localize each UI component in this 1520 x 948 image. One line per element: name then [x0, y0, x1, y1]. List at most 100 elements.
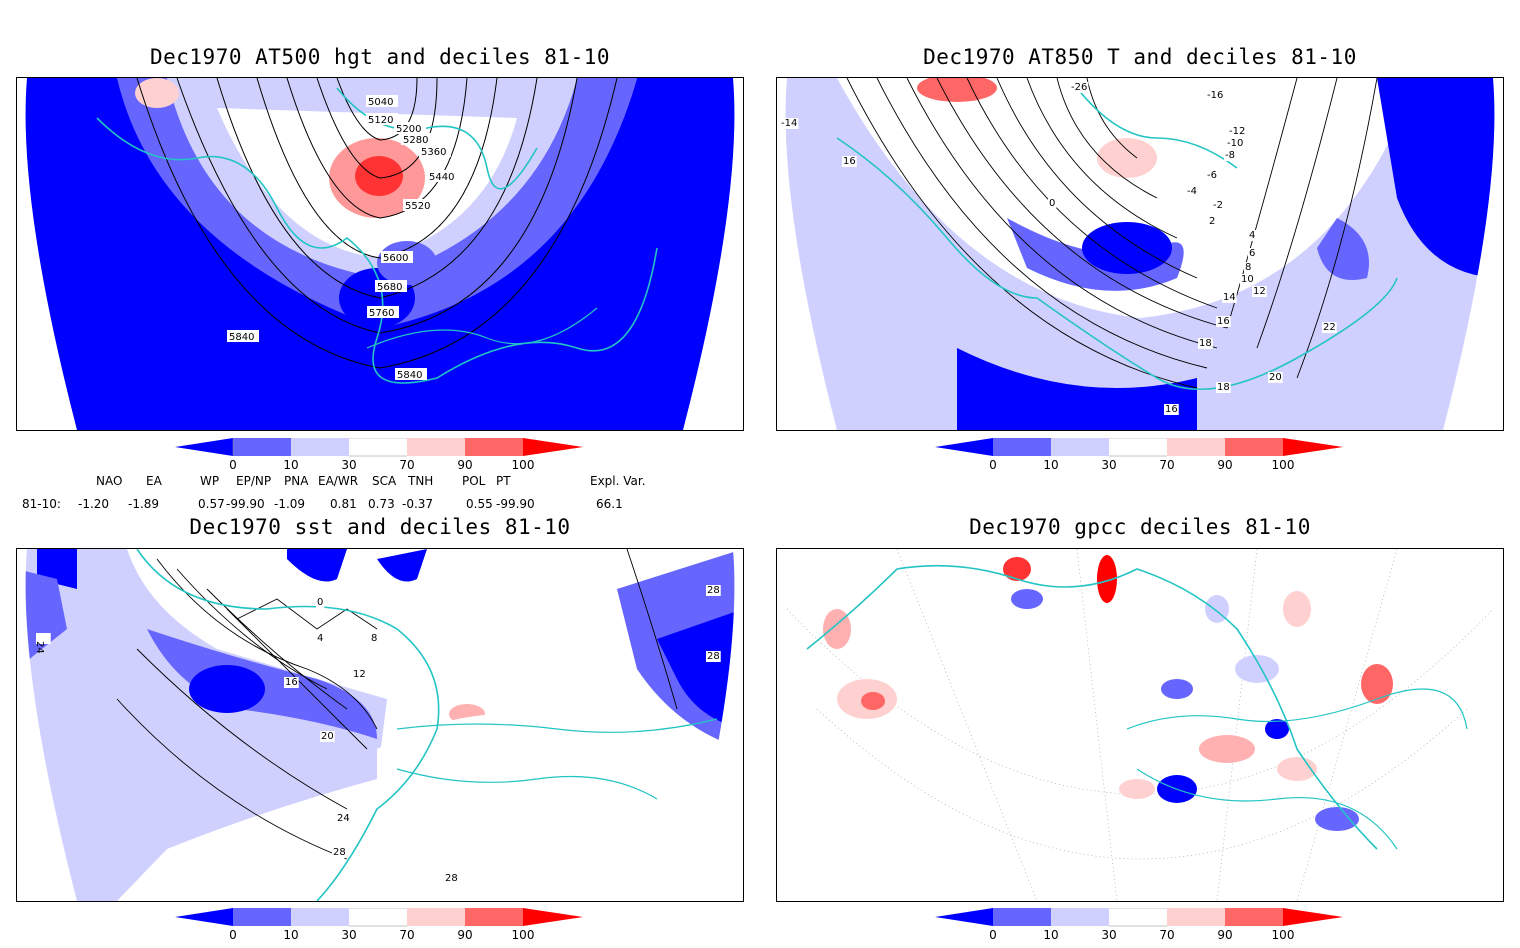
colorbar-tick: 30 [341, 458, 357, 472]
contour-label: -8 [1225, 150, 1235, 161]
contour-label: 5440 [429, 172, 454, 183]
map-gpcc [776, 548, 1504, 902]
index-header: WP [200, 474, 220, 488]
map-at850: -26 -16 -14 -12 -10 -8 -6 -4 -2 0 2 4 6 … [776, 77, 1504, 431]
colorbar-swatches [175, 437, 583, 457]
index-header: EP/NP [236, 474, 272, 488]
contour-label: 4 [317, 633, 323, 644]
colorbar-tick: 30 [1101, 458, 1117, 472]
contour-label: 5600 [383, 253, 408, 264]
index-header: Expl. Var. [590, 474, 646, 488]
colorbar-tick: 100 [511, 928, 535, 942]
index-header: NAO [96, 474, 123, 488]
index-value: 0.55 [466, 497, 493, 511]
colorbar-bottom-left: 0 10 30 70 90 100 [175, 907, 595, 948]
contour-label: 5840 [229, 332, 254, 343]
colorbar-top-left: 0 10 30 70 90 100 [175, 437, 595, 478]
contour-label: 22 [1323, 322, 1336, 333]
index-header: POL [462, 474, 486, 488]
index-header: PT [496, 474, 511, 488]
contour-label: 28 [707, 651, 720, 662]
map-gpcc-svg [777, 549, 1503, 901]
panel-title-gpcc: Dec1970 gpcc deciles 81-10 [969, 515, 1311, 539]
map-sst-svg: 24 28 0 4 8 12 16 20 24 28 28 28 [17, 549, 743, 901]
colorbar-tick: 30 [341, 928, 357, 942]
colorbar-tick: 90 [457, 928, 473, 942]
contour-label: -12 [1229, 126, 1245, 137]
contour-label: 5360 [421, 147, 446, 158]
contour-label: 0 [317, 597, 323, 608]
contour-label: 20 [1269, 372, 1282, 383]
index-value: 0.57 [198, 497, 225, 511]
contour-label: 16 [1217, 316, 1230, 327]
contour-label: -26 [1071, 82, 1087, 93]
contour-label: -10 [1227, 138, 1243, 149]
colorbar-tick: 10 [283, 928, 299, 942]
index-value: 66.1 [596, 497, 623, 511]
index-value: -0.37 [402, 497, 434, 511]
contour-label: -6 [1207, 170, 1217, 181]
contour-label: 2 [1209, 216, 1215, 227]
contour-label: 28 [707, 585, 720, 596]
contour-label: 5200 [396, 124, 421, 135]
contour-label: 16 [843, 156, 856, 167]
contour-label: -2 [1213, 200, 1223, 211]
colorbar-tick: 0 [229, 458, 237, 472]
colorbar-tick: 70 [399, 928, 415, 942]
index-header: EA/WR [318, 474, 359, 488]
colorbar-tick: 0 [989, 928, 997, 942]
colorbar-tick: 10 [283, 458, 299, 472]
index-value: 0.73 [368, 497, 395, 511]
contour-label: 24 [337, 813, 350, 824]
contour-label: 18 [1217, 382, 1230, 393]
index-value: -1.09 [274, 497, 306, 511]
index-header: EA [146, 474, 162, 488]
colorbar-tick: 0 [229, 928, 237, 942]
colorbar-tick: 70 [399, 458, 415, 472]
contour-label: 28 [445, 873, 458, 884]
colorbar-tick: 30 [1101, 928, 1117, 942]
contour-label: -16 [1207, 90, 1223, 101]
panel-title-at850: Dec1970 AT850 T and deciles 81-10 [923, 45, 1357, 69]
index-value: -99.90 [496, 497, 535, 511]
colorbar-tick: 90 [457, 458, 473, 472]
contour-label: 5120 [368, 115, 393, 126]
index-value: -1.89 [128, 497, 160, 511]
panel-title-sst: Dec1970 sst and deciles 81-10 [189, 515, 571, 539]
contour-label: 5040 [368, 97, 393, 108]
contour-label: 20 [321, 731, 334, 742]
map-at500-svg: 5040 5120 5200 5280 5360 5440 5520 5600 … [17, 78, 743, 430]
colorbar-tick: 100 [511, 458, 535, 472]
contour-label: 5840 [397, 370, 422, 381]
panel-title-at500: Dec1970 AT500 hgt and deciles 81-10 [149, 45, 610, 69]
contour-label: 5680 [377, 282, 402, 293]
colorbar-tick: 100 [1271, 928, 1295, 942]
colorbar-top-right: 0 10 30 70 90 100 [935, 437, 1355, 478]
contour-label: 4 [1249, 230, 1255, 241]
contour-label: -14 [781, 118, 797, 129]
colorbar-bottom-right: 0 10 30 70 90 100 [935, 907, 1355, 948]
contour-label: 24 [34, 641, 45, 654]
contour-label: 16 [285, 677, 298, 688]
index-header: SCA [372, 474, 397, 488]
colorbar-tick: 90 [1217, 928, 1233, 942]
index-value: -99.90 [226, 497, 265, 511]
contour-label: 5280 [403, 135, 428, 146]
contour-label: 10 [1241, 274, 1254, 285]
contour-label: 12 [353, 669, 366, 680]
contour-label: 16 [1165, 404, 1178, 415]
colorbar-swatches [935, 907, 1343, 927]
contour-label: 14 [1223, 292, 1236, 303]
index-value: -1.20 [78, 497, 110, 511]
colorbar-tick: 10 [1043, 458, 1059, 472]
contour-label: 18 [1199, 338, 1212, 349]
colorbar-swatches [935, 437, 1343, 457]
contour-label: 8 [1245, 262, 1251, 273]
colorbar-tick: 70 [1159, 928, 1175, 942]
colorbar-tick: 0 [989, 458, 997, 472]
index-row-label: 81-10: [22, 497, 61, 511]
index-value: 0.81 [330, 497, 357, 511]
index-header: TNH [408, 474, 434, 488]
colorbar-tick: 10 [1043, 928, 1059, 942]
colorbar-tick: 90 [1217, 458, 1233, 472]
